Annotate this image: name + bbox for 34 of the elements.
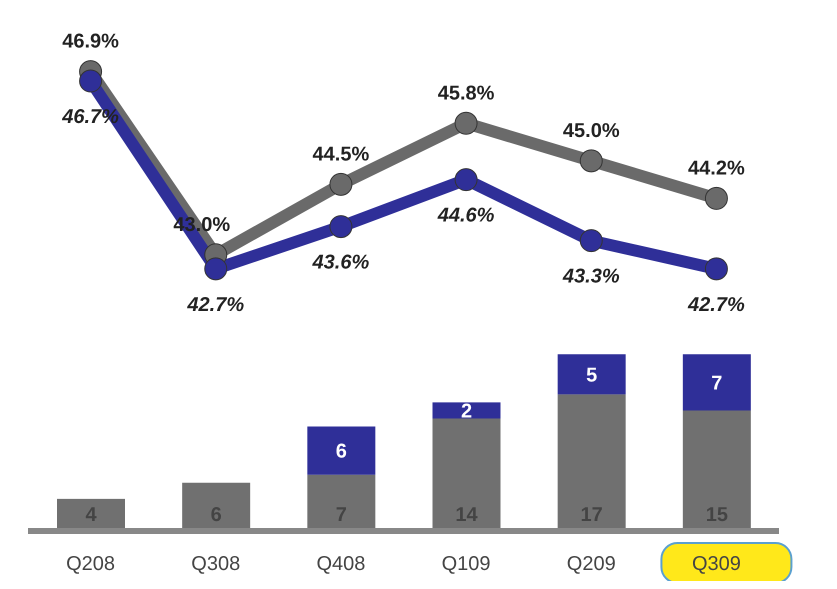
point <box>329 215 352 238</box>
point <box>204 257 228 280</box>
x-tick-label: Q309 <box>692 553 741 575</box>
point <box>704 186 728 210</box>
point <box>454 112 478 135</box>
point <box>704 257 728 280</box>
x-tick-label: Q209 <box>566 553 616 575</box>
data-label: 45.8% <box>438 82 495 104</box>
bar <box>682 354 751 410</box>
bar <box>432 402 500 418</box>
x-tick-label: Q208 <box>66 553 116 575</box>
data-label: 44.6% <box>436 204 495 227</box>
point <box>580 149 603 172</box>
point <box>454 168 478 192</box>
point <box>580 229 603 252</box>
data-label: 44.5% <box>312 143 370 166</box>
point <box>329 172 352 196</box>
x-tick-label: Q308 <box>191 553 240 575</box>
x-tick-label: Q109 <box>442 553 491 575</box>
point <box>79 70 102 93</box>
bar <box>558 354 626 394</box>
data-label: 43.6% <box>312 252 370 274</box>
data-label: 5 <box>586 364 598 386</box>
data-label: 43.3% <box>562 266 620 288</box>
data-label: 2 <box>460 400 472 422</box>
data-label: 46.9% <box>62 30 120 53</box>
data-label: 42.7% <box>687 294 745 316</box>
data-label: 6 <box>336 440 347 463</box>
data-label: 7 <box>711 372 722 394</box>
data-label: 45.0% <box>562 120 620 142</box>
x-tick-label: Q408 <box>316 553 366 575</box>
bar <box>307 426 376 475</box>
data-label: 42.7% <box>186 294 244 316</box>
data-label: 44.2% <box>688 157 745 180</box>
